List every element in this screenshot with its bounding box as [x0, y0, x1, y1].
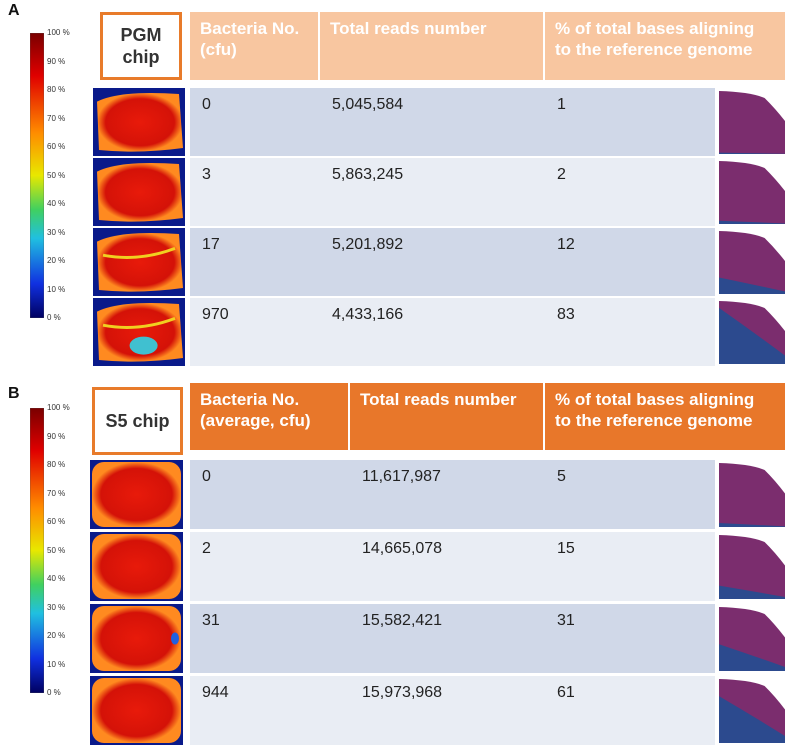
table-cell: 15 [545, 532, 715, 601]
table-cell: 5,863,245 [320, 158, 545, 226]
colorbar-tick-label: 80 % [47, 85, 65, 94]
table-cell: 0 [190, 460, 350, 529]
colorbar-tick-label: 50 % [47, 546, 65, 555]
colorbar-tick-label: 100 % [47, 403, 70, 412]
chip-heatmap [93, 88, 185, 156]
table-cell: 1 [545, 88, 715, 156]
colorbar-tick-label: 10 % [47, 660, 65, 669]
colorbar-tick-label: 80 % [47, 460, 65, 469]
coverage-plot [717, 228, 785, 296]
column-header: Bacteria No. (average, cfu) [190, 383, 348, 450]
table-cell: 31 [545, 604, 715, 673]
table-cell: 15,973,968 [350, 676, 545, 745]
table-cell: 2 [190, 532, 350, 601]
table-cell: 83 [545, 298, 715, 366]
table-cell: 12 [545, 228, 715, 296]
table-cell: 0 [190, 88, 320, 156]
colorbar-tick-label: 90 % [47, 57, 65, 66]
colorbar-tick-label: 20 % [47, 256, 65, 265]
table-cell: 61 [545, 676, 715, 745]
colorbar-tick-label: 20 % [47, 631, 65, 640]
table-cell: 2 [545, 158, 715, 226]
table-cell: 14,665,078 [350, 532, 545, 601]
coverage-plot [717, 158, 785, 226]
colorbar-tick-label: 50 % [47, 171, 65, 180]
colorbar-tick-label: 70 % [47, 489, 65, 498]
table-cell: 11,617,987 [350, 460, 545, 529]
colorbar-tick-label: 90 % [47, 432, 65, 441]
column-header: Total reads number [320, 12, 543, 80]
colorbar-tick-label: 70 % [47, 114, 65, 123]
table-cell: 15,582,421 [350, 604, 545, 673]
colorbar-tick-label: 0 % [47, 688, 61, 697]
column-header: Total reads number [350, 383, 543, 450]
chip-heatmap [90, 676, 183, 745]
panel-label: A [8, 2, 20, 20]
chip-label: PGM chip [100, 12, 182, 80]
colorbar [30, 408, 44, 693]
coverage-plot [717, 88, 785, 156]
colorbar-tick-label: 100 % [47, 28, 70, 37]
colorbar-tick-label: 10 % [47, 285, 65, 294]
table-cell: 31 [190, 604, 350, 673]
chip-label: S5 chip [92, 387, 183, 455]
coverage-plot [717, 604, 785, 673]
chip-heatmap [93, 228, 185, 296]
table-cell: 944 [190, 676, 350, 745]
colorbar [30, 33, 44, 318]
colorbar-tick-label: 0 % [47, 313, 61, 322]
coverage-plot [717, 532, 785, 601]
colorbar-tick-label: 40 % [47, 199, 65, 208]
chip-heatmap [90, 604, 183, 673]
colorbar-tick-label: 60 % [47, 142, 65, 151]
chip-heatmap [93, 158, 185, 226]
coverage-plot [717, 676, 785, 745]
table-cell: 5,045,584 [320, 88, 545, 156]
colorbar-tick-label: 30 % [47, 228, 65, 237]
chip-heatmap [90, 532, 183, 601]
table-cell: 970 [190, 298, 320, 366]
colorbar-tick-label: 30 % [47, 603, 65, 612]
figure: {"panels": [ {"label": "A", "chip": "PGM… [0, 0, 785, 743]
table-cell: 5,201,892 [320, 228, 545, 296]
table-cell: 4,433,166 [320, 298, 545, 366]
coverage-plot [717, 298, 785, 366]
table-cell: 17 [190, 228, 320, 296]
coverage-plot [717, 460, 785, 529]
column-header: % of total bases aligning to the referen… [545, 12, 785, 80]
colorbar-tick-label: 40 % [47, 574, 65, 583]
colorbar-tick-label: 60 % [47, 517, 65, 526]
chip-heatmap [93, 298, 185, 366]
panel-label: B [8, 385, 20, 403]
table-cell: 3 [190, 158, 320, 226]
column-header: Bacteria No. (cfu) [190, 12, 318, 80]
table-cell: 5 [545, 460, 715, 529]
column-header: % of total bases aligning to the referen… [545, 383, 785, 450]
chip-heatmap [90, 460, 183, 529]
